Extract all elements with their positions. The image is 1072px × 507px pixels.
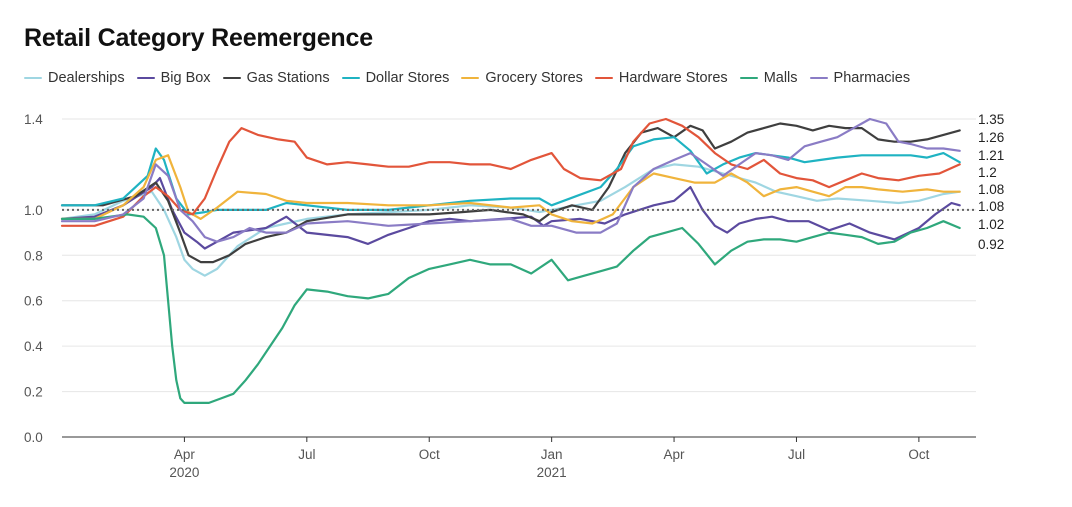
legend: Dealerships Big Box Gas Stations Dollar Sto…: [24, 70, 922, 86]
legend-label: Big Box: [160, 70, 211, 86]
legend-item: Dollar Stores: [341, 70, 450, 86]
end-value-label: 1.08: [978, 182, 1004, 197]
end-value-label: 1.26: [978, 130, 1004, 145]
legend-label: Hardware Stores: [618, 70, 728, 86]
series-line-malls: [60, 213, 961, 404]
end-value-label: 1.02: [978, 217, 1004, 232]
legend-label: Dealerships: [48, 70, 125, 86]
end-value-label: 1.08: [978, 199, 1004, 214]
y-tick-label: 0.8: [24, 248, 43, 263]
y-tick-label: 1.4: [24, 112, 43, 127]
legend-label: Gas Stations: [246, 70, 330, 86]
end-value-label: 1.35: [978, 112, 1004, 127]
series-line-hardware-stores: [60, 117, 961, 227]
end-value-label: 1.21: [978, 148, 1004, 163]
series-line-pharmacies: [60, 117, 961, 243]
legend-swatch: [809, 77, 828, 79]
legend-swatch: [136, 77, 155, 79]
legend-label: Grocery Stores: [485, 70, 583, 86]
x-tick-label: Jul: [788, 447, 805, 462]
legend-swatch: [461, 77, 480, 79]
x-tick-year-label: 2020: [169, 465, 199, 480]
y-tick-label: 0.2: [24, 385, 43, 400]
legend-swatch: [594, 77, 613, 79]
legend-item: Gas Stations: [222, 70, 330, 86]
legend-item: Pharmacies: [809, 70, 911, 86]
x-tick-label: Oct: [908, 447, 929, 462]
y-tick-label: 0.0: [24, 430, 43, 445]
x-tick-year-label: 2021: [537, 465, 567, 480]
legend-item: Malls: [739, 70, 798, 86]
legend-item: Dealerships: [24, 70, 125, 86]
legend-label: Pharmacies: [833, 70, 911, 86]
end-value-label: 0.92: [978, 237, 1004, 252]
x-tick-label: Apr: [664, 447, 686, 462]
legend-item: Grocery Stores: [461, 70, 583, 86]
legend-label: Malls: [763, 70, 798, 86]
y-tick-label: 0.6: [24, 294, 43, 309]
legend-swatch: [341, 77, 360, 79]
legend-swatch: [222, 77, 241, 79]
x-tick-label: Jan: [541, 447, 563, 462]
x-tick-label: Oct: [419, 447, 440, 462]
y-tick-label: 0.4: [24, 339, 43, 354]
legend-swatch: [739, 77, 758, 79]
end-value-label: 1.2: [978, 165, 997, 180]
legend-item: Big Box: [136, 70, 211, 86]
legend-item: Hardware Stores: [594, 70, 728, 86]
legend-swatch: [24, 77, 42, 79]
legend-label: Dollar Stores: [365, 70, 450, 86]
series-line-dollar-stores: [60, 136, 961, 216]
series-line-dealerships: [60, 163, 961, 277]
x-tick-label: Apr: [174, 447, 196, 462]
y-tick-label: 1.0: [24, 203, 43, 218]
chart-title: Retail Category Reemergence: [24, 24, 373, 52]
x-tick-label: Jul: [298, 447, 315, 462]
